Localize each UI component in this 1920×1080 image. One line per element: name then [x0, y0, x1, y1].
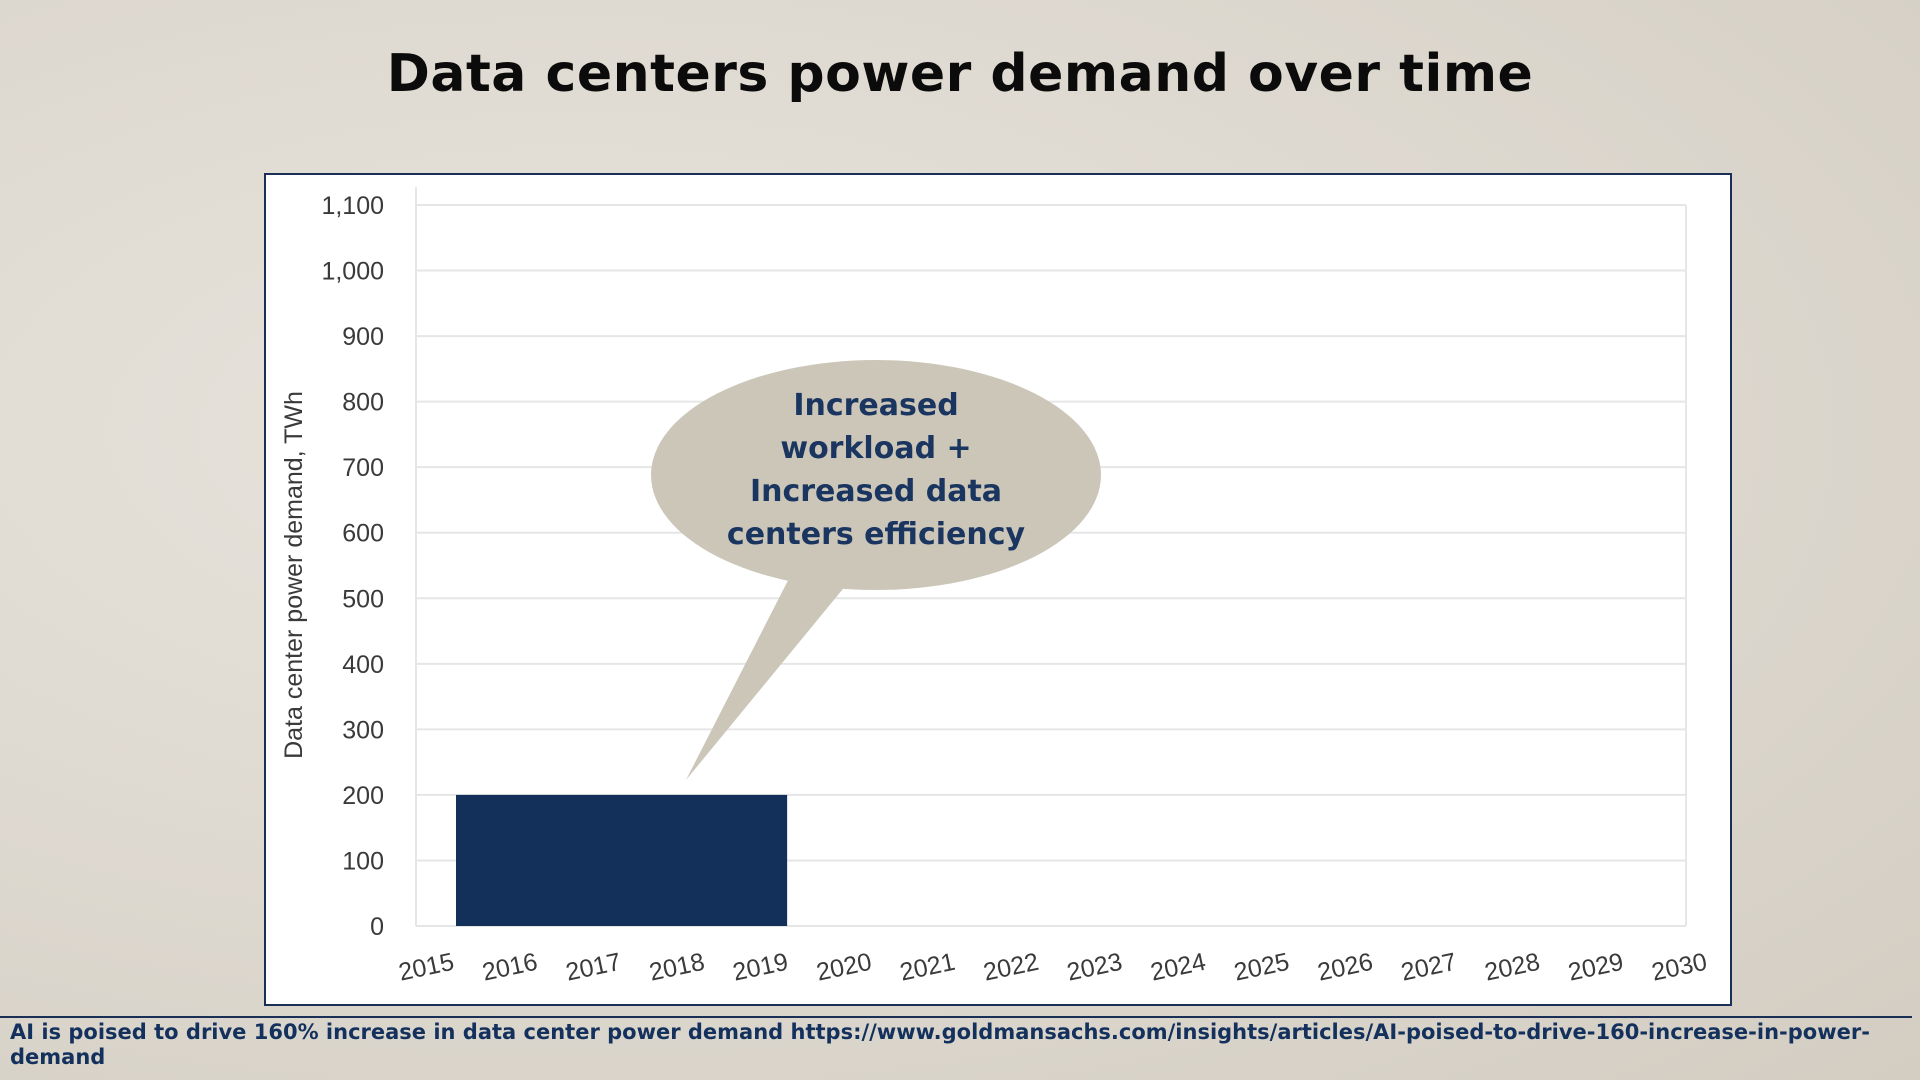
source-citation: AI is poised to drive 160% increase in d… — [10, 1020, 1870, 1069]
x-tick-label: 2026 — [1315, 948, 1375, 987]
y-tick-label: 1,000 — [321, 258, 384, 286]
callout-text-line: centers efficiency — [727, 517, 1026, 552]
x-tick-label: 2023 — [1064, 948, 1124, 987]
x-tick-label: 2016 — [480, 948, 540, 987]
x-tick-label: 2017 — [563, 948, 623, 987]
chart-frame: 0 100 200 300 400 500 600 700 800 900 1,000 1,100 2… — [264, 173, 1732, 1006]
x-tick-label: 2020 — [814, 948, 874, 987]
page-title: Data centers power demand over time — [386, 44, 1534, 104]
callout-text-line: Increased data — [750, 474, 1002, 509]
y-tick-label: 500 — [342, 585, 384, 613]
x-tick-label: 2028 — [1482, 948, 1542, 987]
callout-text-line: Increased — [793, 388, 958, 423]
y-tick-label: 800 — [342, 389, 384, 417]
x-tick-label: 2030 — [1649, 948, 1709, 987]
callout-bubble — [651, 360, 1101, 590]
y-tick-label: 0 — [370, 913, 384, 941]
y-tick-label: 600 — [342, 520, 384, 548]
x-tick-label: 2022 — [981, 948, 1041, 987]
y-tick-label: 100 — [342, 847, 384, 875]
y-tick-label: 200 — [342, 782, 384, 810]
callout-pointer — [686, 555, 856, 780]
y-tick-label: 1,100 — [321, 192, 384, 220]
x-tick-label: 2015 — [396, 948, 456, 987]
bars — [456, 794, 788, 926]
callout: Increased workload + Increased data centers… — [651, 360, 1101, 780]
x-tick-label: 2019 — [730, 948, 790, 987]
x-tick-label: 2018 — [647, 948, 707, 987]
y-tick-label: 700 — [342, 454, 384, 482]
source-divider — [0, 1016, 1912, 1018]
x-tick-label: 2024 — [1148, 948, 1208, 987]
y-tick-label: 900 — [342, 323, 384, 351]
y-tick-label: 400 — [342, 651, 384, 679]
bar-chart: 0 100 200 300 400 500 600 700 800 900 1,000 1,100 2… — [280, 187, 1709, 987]
bar — [456, 794, 788, 926]
x-axis-ticks: 2015 2016 2017 2018 2019 2020 2021 2022 2023 2024… — [396, 948, 1709, 987]
y-axis-ticks: 0 100 200 300 400 500 600 700 800 900 1,000 1,100 — [321, 192, 384, 941]
x-tick-label: 2029 — [1566, 948, 1626, 987]
x-tick-label: 2021 — [897, 948, 957, 987]
callout-text-line: workload + — [780, 431, 971, 466]
y-axis-label: Data center power demand, TWh — [280, 391, 308, 759]
y-tick-label: 300 — [342, 716, 384, 744]
x-tick-label: 2027 — [1399, 948, 1459, 987]
x-tick-label: 2025 — [1232, 948, 1292, 987]
gridlines — [415, 187, 1687, 927]
